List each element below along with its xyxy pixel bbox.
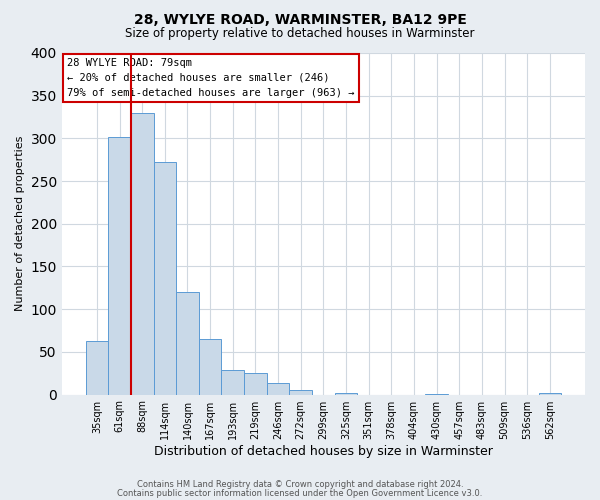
Bar — [289, 390, 312, 394]
Text: Size of property relative to detached houses in Warminster: Size of property relative to detached ho… — [125, 28, 475, 40]
Bar — [86, 341, 108, 394]
X-axis label: Distribution of detached houses by size in Warminster: Distribution of detached houses by size … — [154, 444, 493, 458]
Text: Contains HM Land Registry data © Crown copyright and database right 2024.: Contains HM Land Registry data © Crown c… — [137, 480, 463, 489]
Bar — [267, 384, 289, 394]
Bar — [154, 162, 176, 394]
Bar — [108, 136, 131, 394]
Bar — [176, 292, 199, 394]
Bar — [244, 373, 267, 394]
Bar — [335, 393, 358, 394]
Text: Contains public sector information licensed under the Open Government Licence v3: Contains public sector information licen… — [118, 488, 482, 498]
Bar — [221, 370, 244, 394]
Y-axis label: Number of detached properties: Number of detached properties — [15, 136, 25, 312]
Text: 28 WYLYE ROAD: 79sqm
← 20% of detached houses are smaller (246)
79% of semi-deta: 28 WYLYE ROAD: 79sqm ← 20% of detached h… — [67, 58, 355, 98]
Bar — [131, 113, 154, 394]
Text: 28, WYLYE ROAD, WARMINSTER, BA12 9PE: 28, WYLYE ROAD, WARMINSTER, BA12 9PE — [134, 12, 466, 26]
Bar — [539, 393, 561, 394]
Bar — [199, 339, 221, 394]
